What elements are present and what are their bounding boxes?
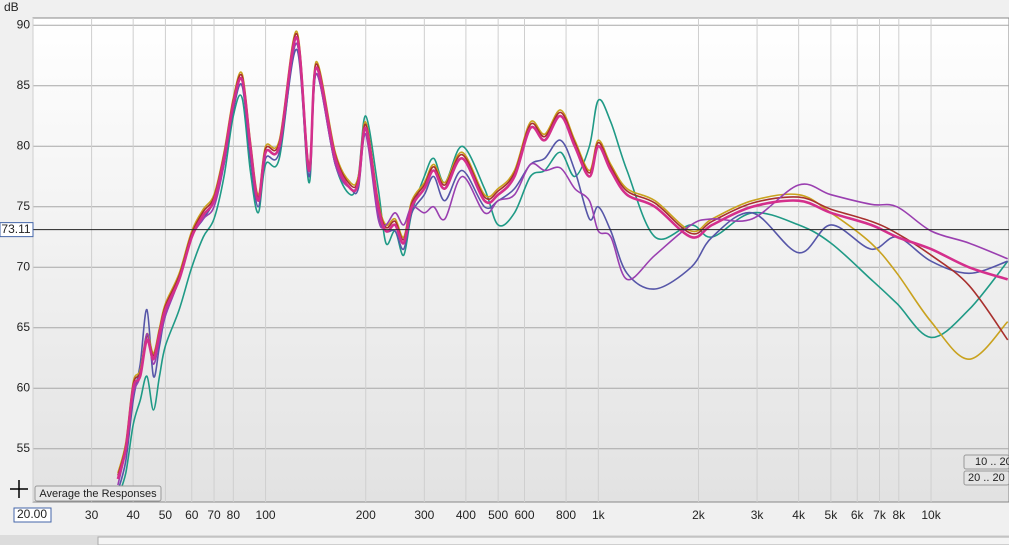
- x-tick-label: 2k: [692, 508, 706, 522]
- x-cursor-label: 20.00: [17, 507, 47, 521]
- x-tick-label: 4k: [792, 508, 806, 522]
- cursor-box: [0, 222, 34, 238]
- x-tick-label: 7k: [873, 508, 887, 522]
- y-tick-label: 70: [17, 259, 31, 273]
- y-tick-label: 80: [17, 138, 31, 152]
- x-tick-label: 800: [556, 508, 576, 522]
- x-tick-label: 5k: [825, 508, 839, 522]
- curves: [116, 30, 1009, 498]
- x-cursor-box: [13, 507, 52, 523]
- button-frame[interactable]: [34, 485, 162, 502]
- y-tick-label: 60: [17, 380, 31, 394]
- x-tick-label: 100: [256, 508, 276, 522]
- range-label[interactable]: 20 .. 20: [968, 472, 1005, 484]
- labels: 55 60 65 70 75 80 85 90 20.00 30 40 50 60 70 80 100 200 3…: [0, 17, 1009, 523]
- average-button-label[interactable]: Average the Responses: [39, 488, 157, 500]
- y-tick-label: 65: [17, 320, 31, 334]
- y-axis-label: dB: [4, 0, 19, 14]
- response-curve: [116, 36, 1009, 480]
- y-tick-label: 75: [17, 199, 31, 213]
- response-curve: [117, 32, 1009, 476]
- x-tick-label: 10k: [921, 508, 941, 522]
- button-frame[interactable]: [963, 470, 1009, 486]
- button-frame[interactable]: [963, 454, 1009, 470]
- x-tick-label: 40: [126, 508, 140, 522]
- cursor-label: 73.11: [1, 222, 30, 236]
- x-tick-label: 600: [514, 508, 534, 522]
- plot-area: [32, 17, 1009, 503]
- crosshair-icon: [10, 480, 28, 498]
- x-tick-label: 6k: [851, 508, 865, 522]
- x-tick-label: 400: [456, 508, 476, 522]
- range-button-2[interactable]: 20 .. 20: [963, 470, 1009, 486]
- x-tick-label: 8k: [892, 508, 906, 522]
- x-tick-label: 500: [488, 508, 508, 522]
- response-curve: [117, 42, 1009, 498]
- legend-panel: [97, 536, 1009, 545]
- x-tick-label: 30: [85, 508, 99, 522]
- y-tick-label: 90: [17, 17, 31, 31]
- x-tick-label: 70: [207, 508, 221, 522]
- x-tick-label: 60: [185, 508, 199, 522]
- range-button-1[interactable]: 10 .. 20: [963, 454, 1009, 470]
- y-tick-label: 85: [17, 78, 31, 92]
- range-label[interactable]: 10 .. 20: [975, 456, 1009, 468]
- x-tick-label: 80: [227, 508, 241, 522]
- response-curve: [117, 30, 1009, 474]
- x-tick-label: 200: [356, 508, 376, 522]
- average-button[interactable]: Average the Responses: [34, 485, 162, 502]
- y-tick-label: 55: [17, 441, 31, 455]
- x-tick-label: 3k: [751, 508, 765, 522]
- x-tick-label: 300: [414, 508, 434, 522]
- x-tick-label: 50: [159, 508, 173, 522]
- x-tick-label: 1k: [592, 508, 606, 522]
